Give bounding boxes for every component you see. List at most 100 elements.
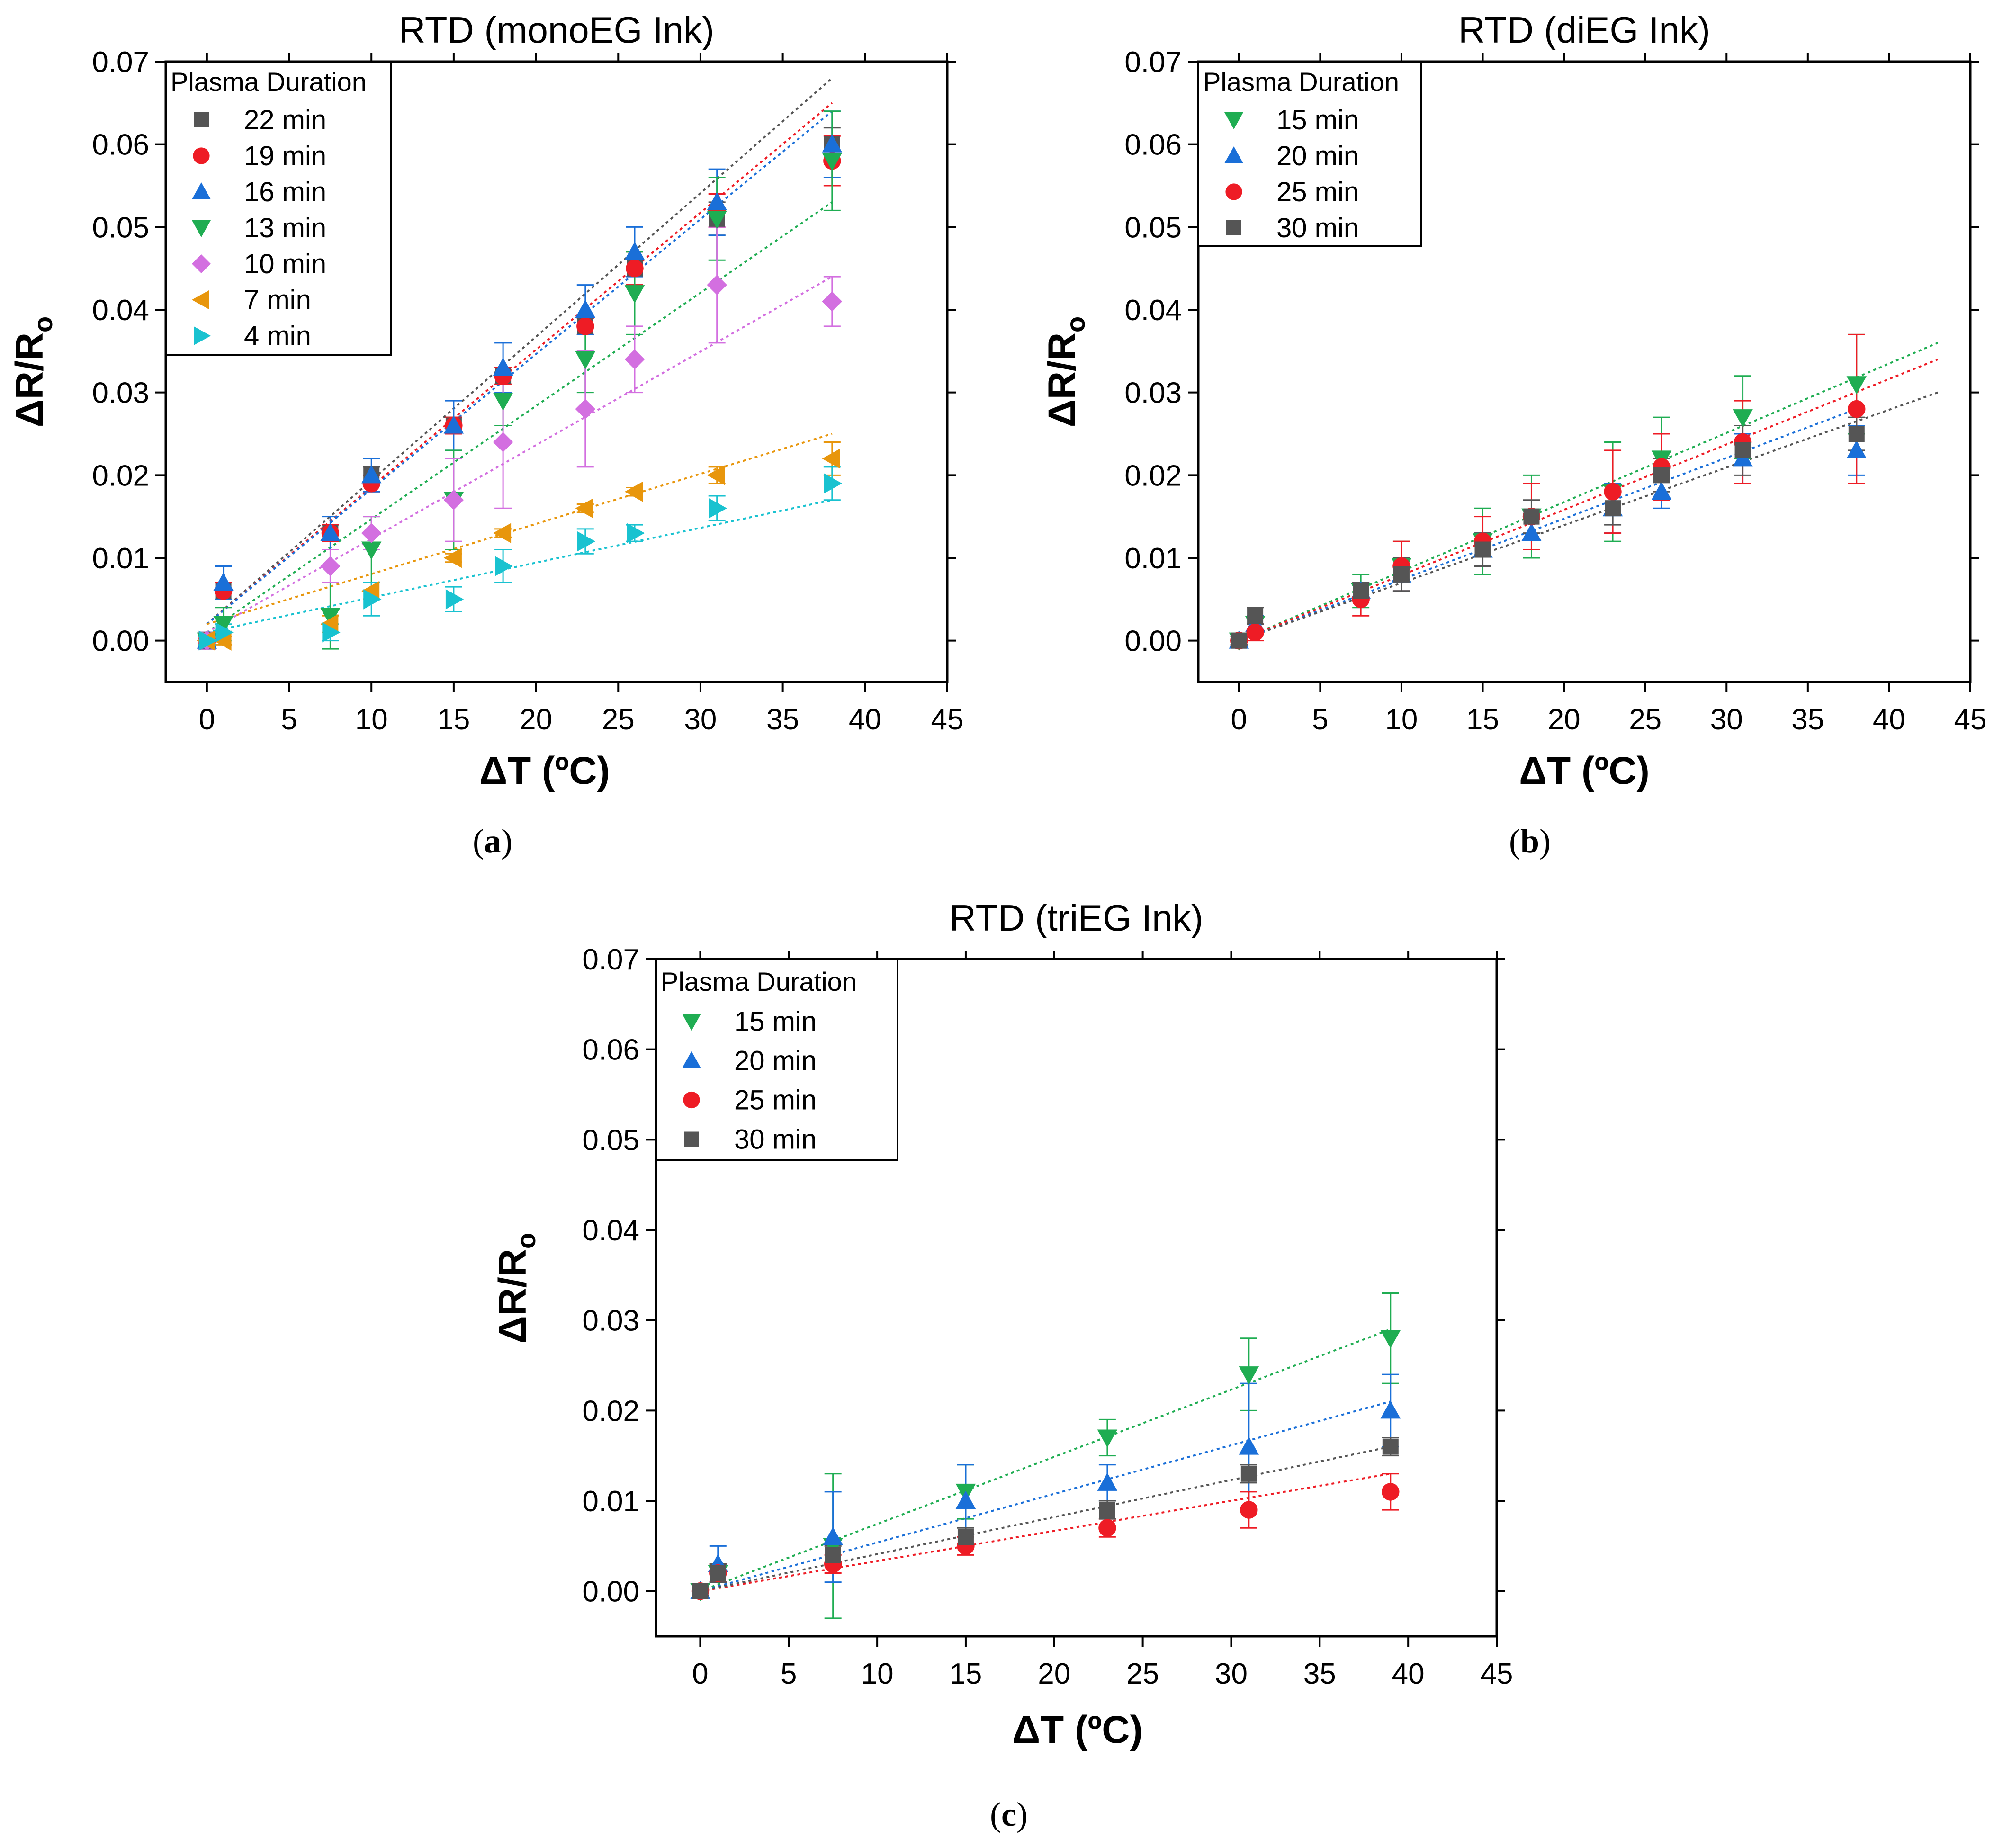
x-axis-label: ΔT (ºC): [479, 749, 610, 792]
data-point: [707, 275, 727, 295]
data-point: [955, 1490, 976, 1509]
x-tick-label: 5: [281, 703, 297, 736]
figure-caption: (c): [990, 1795, 1028, 1833]
data-point: [322, 622, 341, 643]
data-point: [1247, 608, 1264, 624]
data-point: [1380, 1400, 1401, 1419]
data-point: [1846, 440, 1867, 458]
y-axis-label-subscript: o: [28, 316, 58, 332]
x-tick-label: 45: [1954, 703, 1987, 736]
chart-title: RTD (diEG Ink): [1458, 9, 1710, 51]
legend-label: 16 min: [244, 177, 326, 207]
legend: Plasma Duration 15 min 20 min 25 min 30 min: [1197, 61, 1422, 247]
legend-marker: [194, 112, 209, 127]
fit-line: [206, 102, 833, 625]
data-point: [1393, 566, 1410, 583]
data-point: [822, 134, 843, 153]
y-tick-label: 0.05: [582, 1124, 639, 1157]
legend-label: 25 min: [1276, 177, 1359, 207]
legend-label: 4 min: [244, 321, 311, 351]
x-tick-label: 35: [1303, 1658, 1336, 1690]
data-point: [443, 490, 464, 510]
fit-line: [700, 1400, 1391, 1592]
y-tick-label: 0.04: [582, 1214, 639, 1247]
data-point: [1239, 1366, 1259, 1385]
data-point: [493, 393, 513, 411]
data-point: [1474, 541, 1491, 558]
fit-line: [1239, 408, 1857, 642]
x-tick-label: 0: [692, 1658, 708, 1690]
legend-marker: [684, 1131, 699, 1147]
legend-marker: [192, 220, 211, 237]
legend-marker: [1224, 146, 1243, 163]
y-axis-label-subscript: o: [1060, 316, 1090, 332]
y-axis-label: ΔR/Ro: [1041, 316, 1090, 427]
figure-caption-letter: b: [1520, 822, 1539, 860]
figure-caption-letter: c: [1001, 1795, 1016, 1833]
data-point: [577, 531, 596, 552]
y-tick-label: 0.01: [92, 542, 149, 575]
legend-label: 20 min: [1276, 141, 1359, 171]
data-point: [1231, 632, 1247, 649]
data-point: [624, 285, 645, 304]
data-point: [707, 465, 725, 485]
y-tick-label: 0.07: [1124, 46, 1182, 79]
data-point: [1846, 376, 1867, 395]
plot-frame: [655, 958, 1498, 1638]
data-point: [361, 541, 382, 560]
data-point: [445, 589, 464, 610]
y-tick-label: 0.07: [582, 943, 639, 976]
fit-line: [207, 433, 833, 625]
data-point: [215, 622, 234, 643]
data-point: [198, 630, 217, 651]
y-tick-label: 0.00: [92, 625, 149, 658]
chart-panel-1: RTD (diEG Ink) 0 5 10 15 20 25 30 35 40 45 0.00 0.01…: [1041, 9, 1986, 860]
data-point: [1733, 409, 1753, 428]
legend-title: Plasma Duration: [1203, 67, 1399, 97]
x-tick-label: 30: [684, 703, 717, 736]
data-point: [1097, 1472, 1118, 1491]
data-point: [1605, 500, 1621, 517]
data-point: [1240, 1465, 1257, 1482]
data-point: [495, 556, 513, 576]
data-point: [692, 1583, 709, 1599]
data-point: [626, 259, 644, 278]
legend: Plasma Duration 15 min 20 min 25 min 30 min: [655, 958, 898, 1161]
chart-panel-0: RTD (monoEG Ink) 0 5 10 15 20 25 30 35 40 45 0.00 0.…: [8, 9, 963, 860]
legend-label: 13 min: [244, 213, 326, 243]
chart-panel-2: RTD (triEG Ink) 0 5 10 15 20 25 30 35 40 45 0.00 0.0…: [491, 897, 1513, 1833]
x-tick-label: 10: [861, 1658, 894, 1690]
data-point: [575, 299, 596, 318]
legend-label: 10 min: [244, 249, 326, 279]
data-point: [443, 547, 462, 568]
data-point: [822, 449, 840, 469]
data-point: [824, 473, 843, 494]
x-tick-label: 25: [1629, 703, 1662, 736]
y-tick-label: 0.05: [92, 211, 149, 244]
data-point: [443, 415, 464, 434]
x-tick-label: 35: [766, 703, 799, 736]
data-point: [1240, 1501, 1258, 1519]
data-point: [823, 1527, 843, 1545]
x-tick-label: 15: [437, 703, 470, 736]
fit-line: [206, 77, 833, 625]
x-axis-label: ΔT (ºC): [1012, 1708, 1143, 1751]
data-point: [624, 242, 645, 260]
x-tick-label: 5: [781, 1658, 797, 1690]
data-point: [1653, 467, 1670, 484]
data-point: [624, 349, 645, 370]
legend-marker: [682, 1014, 701, 1031]
data-point: [1380, 1330, 1401, 1349]
legend-title: Plasma Duration: [171, 67, 367, 97]
data-point: [1523, 508, 1540, 525]
figure-caption: (a): [473, 822, 512, 860]
data-point: [575, 498, 593, 519]
x-tick-label: 5: [1312, 703, 1328, 736]
data-point: [707, 192, 727, 210]
legend-marker: [194, 326, 211, 345]
data-point: [1382, 1438, 1399, 1455]
data-point: [1734, 442, 1751, 458]
legend-label: 30 min: [1276, 213, 1359, 243]
y-tick-label: 0.06: [1124, 129, 1182, 161]
data-point: [825, 1547, 841, 1563]
